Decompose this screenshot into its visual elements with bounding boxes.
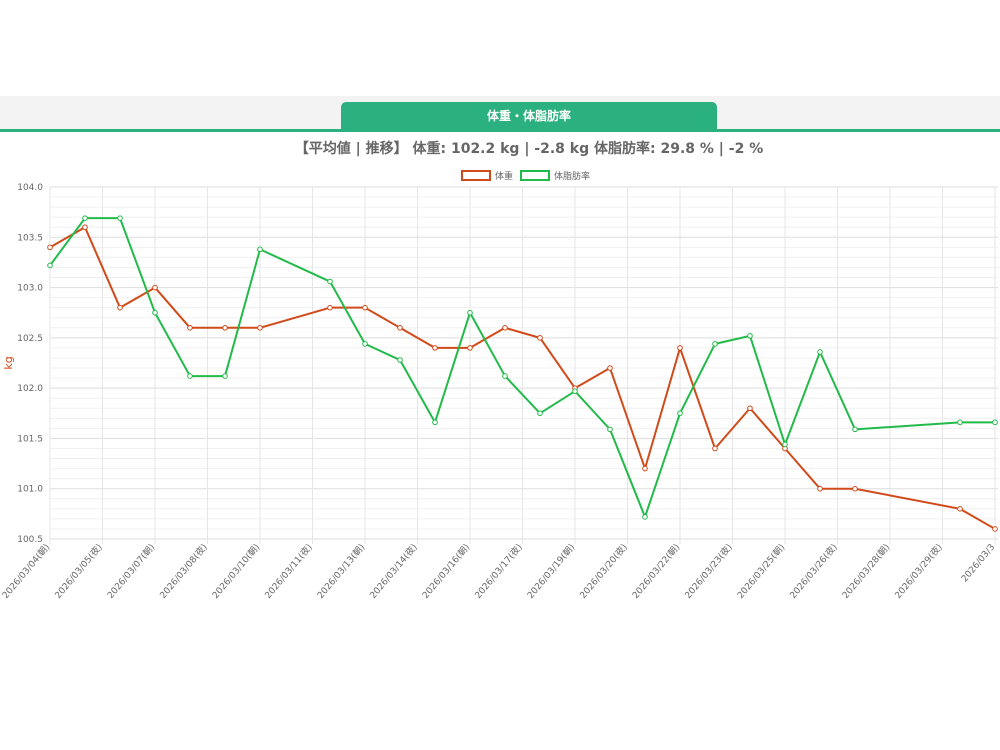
data-point[interactable]: [712, 445, 718, 452]
data-point[interactable]: [712, 341, 718, 347]
data-point[interactable]: [957, 506, 963, 512]
data-point[interactable]: [187, 325, 193, 331]
x-tick-label: 2026/03/25(朝): [735, 542, 787, 600]
chart-legend[interactable]: 体重 体脂肪率: [461, 170, 590, 182]
legend-swatch: [520, 170, 550, 181]
x-tick-label: 2026/03/07(朝): [105, 542, 157, 600]
data-point[interactable]: [47, 262, 53, 269]
data-point[interactable]: [537, 410, 543, 417]
x-tick-label: 2026/03/29(夜): [892, 541, 945, 600]
data-point[interactable]: [782, 441, 788, 448]
data-point[interactable]: [992, 419, 998, 426]
chart-series: [47, 215, 998, 532]
data-point[interactable]: [117, 304, 123, 311]
y-tick-label: 103.5: [17, 233, 43, 243]
data-point[interactable]: [397, 357, 403, 363]
data-point[interactable]: [747, 333, 753, 339]
data-point[interactable]: [572, 388, 578, 394]
data-point[interactable]: [152, 284, 158, 291]
x-tick-label: 2026/03/23(夜): [682, 541, 735, 600]
data-point[interactable]: [362, 341, 368, 347]
data-point[interactable]: [467, 345, 473, 351]
x-tick-label: 2026/03/10(朝): [210, 542, 262, 600]
data-point[interactable]: [537, 335, 543, 341]
data-point[interactable]: [432, 419, 438, 426]
data-point[interactable]: [852, 426, 858, 433]
x-tick-label: 2026/03/17(夜): [472, 541, 525, 600]
x-tick-label: 2026/03/3: [960, 543, 997, 585]
data-point[interactable]: [642, 465, 648, 472]
summary-stats: 【平均値 | 推移】 体重: 102.2 kg | -2.8 kg 体脂肪率: …: [294, 141, 764, 157]
data-point[interactable]: [47, 244, 53, 251]
data-point[interactable]: [502, 325, 508, 331]
data-point[interactable]: [152, 309, 158, 316]
data-point[interactable]: [222, 325, 228, 331]
x-tick-label: 2026/03/04(朝): [0, 542, 52, 600]
tab-weight-body-fat[interactable]: 体重・体脂肪率: [341, 102, 717, 132]
y-tick-label: 101.5: [17, 434, 43, 444]
data-point[interactable]: [747, 405, 753, 412]
data-point[interactable]: [327, 304, 333, 311]
data-point[interactable]: [187, 373, 193, 379]
data-point[interactable]: [607, 365, 613, 371]
line-chart: 104.0 103.5 103.0 102.5 102.0 101.5 101.0 100.5…: [0, 170, 998, 600]
data-point[interactable]: [82, 224, 88, 231]
data-point[interactable]: [82, 215, 88, 221]
data-point[interactable]: [607, 426, 613, 433]
series-1: [47, 215, 998, 520]
x-tick-label: 2026/03/05(夜): [52, 541, 105, 600]
data-point[interactable]: [327, 278, 333, 285]
data-point[interactable]: [467, 309, 473, 316]
data-point[interactable]: [257, 246, 263, 253]
data-point[interactable]: [677, 345, 683, 351]
y-tick-label: 102.0: [17, 384, 43, 394]
x-tick-label: 2026/03/22(朝): [630, 542, 682, 600]
data-point[interactable]: [852, 485, 858, 492]
data-point[interactable]: [397, 325, 403, 331]
data-point[interactable]: [117, 215, 123, 221]
x-tick-label: 2026/03/13(朝): [315, 542, 367, 600]
data-point[interactable]: [817, 485, 823, 492]
x-tick-label: 2026/03/28(朝): [840, 542, 892, 600]
x-tick-label: 2026/03/16(朝): [420, 542, 472, 600]
data-point[interactable]: [992, 526, 998, 532]
legend-swatch: [461, 170, 491, 181]
data-point[interactable]: [222, 373, 228, 379]
data-point[interactable]: [257, 325, 263, 331]
data-point[interactable]: [432, 345, 438, 351]
y-axis-title: kg: [2, 356, 15, 369]
data-point[interactable]: [817, 349, 823, 355]
data-point[interactable]: [362, 304, 368, 311]
chart-axes: 104.0 103.5 103.0 102.5 102.0 101.5 101.0 100.5…: [0, 183, 997, 600]
legend-label: 体脂肪率: [554, 170, 590, 182]
x-tick-label: 2026/03/08(夜): [157, 541, 210, 600]
x-tick-label: 2026/03/14(夜): [367, 541, 420, 600]
legend-label: 体重: [495, 170, 513, 182]
legend-item-0[interactable]: 体重: [461, 170, 513, 182]
legend-item-1[interactable]: 体脂肪率: [520, 170, 590, 182]
y-tick-label: 104.0: [17, 183, 43, 193]
series-0: [47, 224, 998, 532]
y-tick-label: 101.0: [17, 485, 43, 495]
x-tick-label: 2026/03/20(夜): [577, 541, 630, 600]
data-point[interactable]: [677, 410, 683, 417]
data-point[interactable]: [502, 373, 508, 379]
x-tick-label: 2026/03/19(朝): [525, 542, 577, 600]
y-tick-label: 100.5: [17, 535, 43, 545]
y-tick-label: 103.0: [17, 284, 43, 294]
data-point[interactable]: [957, 419, 963, 426]
y-tick-label: 102.5: [17, 334, 43, 344]
x-tick-label: 2026/03/26(夜): [787, 541, 840, 600]
x-tick-label: 2026/03/11(夜): [262, 541, 315, 600]
data-point[interactable]: [642, 514, 648, 520]
